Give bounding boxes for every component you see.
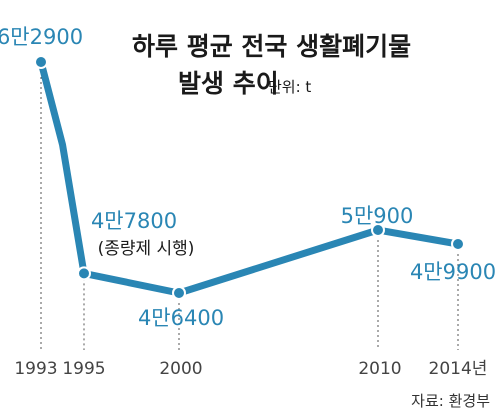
guide-lines: [40, 62, 459, 350]
chart-title-line1: 하루 평균 전국 생활폐기물: [132, 32, 411, 61]
data-label-2010: 5만900: [341, 204, 414, 228]
annotation-label: (종량제 시행): [98, 239, 195, 259]
data-point-2010: [371, 223, 385, 237]
data-label-1995: 4만7800: [91, 209, 177, 233]
x-tick-2000: 2000: [159, 359, 202, 379]
x-tick-1993: 1993: [14, 359, 57, 379]
data-label-2014: 4만9900: [410, 260, 496, 284]
x-tick-2010: 2010: [358, 359, 401, 379]
data-point-2014: [451, 237, 465, 251]
x-tick-1995: 1995: [62, 359, 105, 379]
data-point-1995: [77, 266, 91, 281]
data-point-1993: [34, 55, 48, 69]
data-markers: [34, 55, 465, 300]
data-label-2000: 4만6400: [138, 306, 224, 330]
data-label-1993: 6만2900: [0, 25, 83, 49]
source-label: 자료: 환경부: [411, 392, 490, 410]
chart-title-line2: 발생 추이: [178, 69, 279, 98]
series-line: [37, 58, 462, 297]
x-tick-2014: 2014년: [429, 359, 488, 379]
unit-label: 단위: t: [268, 78, 311, 96]
data-point-2000: [172, 286, 186, 300]
